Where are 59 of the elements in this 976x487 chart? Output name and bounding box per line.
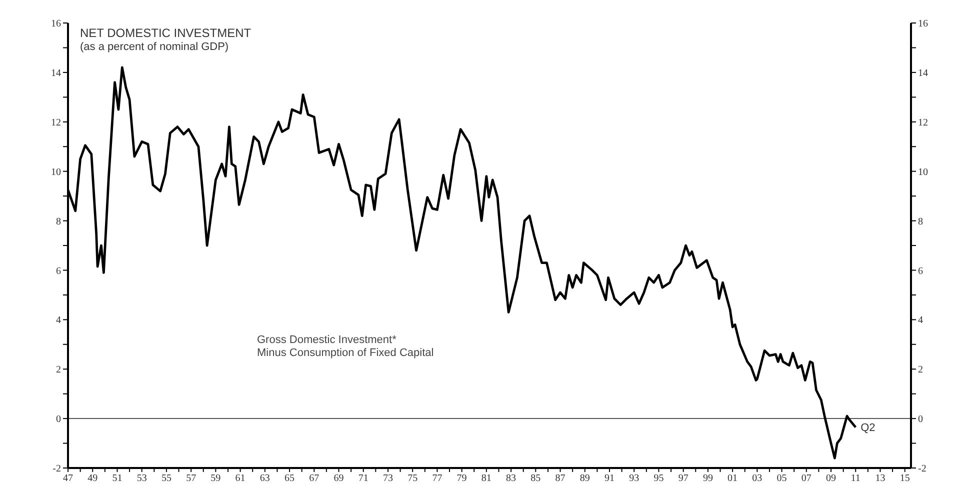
y-tick-label: 12: [51, 117, 61, 128]
y2-tick-label: 12: [918, 117, 928, 128]
y2-tick-label: 10: [918, 166, 928, 178]
y-tick-label: 6: [56, 266, 61, 277]
y-tick-label: 8: [56, 216, 61, 228]
x-tick-label: 05: [776, 473, 787, 484]
y-tick-label: 2: [56, 364, 61, 376]
x-tick-label: 77: [432, 473, 442, 484]
y-tick-label: 10: [51, 166, 61, 178]
x-tick-label: 01: [728, 473, 738, 484]
y2-tick-label: 2: [918, 364, 923, 376]
x-tick-label: 57: [186, 473, 196, 484]
x-tick-label: 03: [752, 473, 762, 484]
y2-tick-label: -2: [918, 464, 926, 475]
annotation: Q2: [860, 422, 876, 434]
x-tick-label: 15: [900, 473, 910, 484]
x-tick-label: 95: [654, 473, 664, 484]
y-tick-label: 4: [56, 315, 61, 326]
y2-tick-label: 14: [918, 68, 928, 79]
x-tick-label: 55: [161, 473, 172, 484]
x-tick-label: 09: [826, 473, 836, 484]
x-tick-label: 65: [284, 473, 295, 484]
x-tick-label: 11: [850, 473, 860, 484]
x-tick-label: 71: [358, 473, 368, 484]
x-tick-label: 69: [334, 473, 344, 484]
x-tick-label: 83: [506, 473, 516, 484]
x-tick-label: 79: [456, 473, 467, 484]
x-tick-label: 93: [629, 473, 640, 484]
x-tick-label: 73: [382, 473, 393, 484]
x-tick-label: 61: [235, 473, 246, 484]
x-tick-label: 85: [530, 473, 541, 484]
x-tick-label: 07: [801, 473, 812, 484]
x-tick-label: 59: [210, 473, 221, 484]
x-tick-label: 97: [678, 473, 688, 484]
x-tick-label: 63: [260, 473, 270, 484]
x-tick-label: 51: [112, 473, 122, 484]
annotation: Gross Domestic Investment* Minus Consumption of Fixed Capital: [257, 334, 434, 360]
y2-tick-label: 16: [918, 18, 928, 30]
x-tick-label: 75: [408, 473, 418, 484]
y-tick-label: 0: [56, 414, 61, 426]
x-tick-label: 89: [580, 473, 590, 484]
x-tick-label: 47: [63, 473, 73, 484]
x-tick-label: 13: [875, 473, 886, 484]
y-tick-label: 16: [51, 18, 61, 30]
x-tick-label: 67: [309, 473, 320, 484]
x-tick-label: 81: [481, 473, 492, 484]
x-tick-label: 91: [604, 473, 614, 484]
y2-tick-label: 4: [918, 315, 923, 326]
y2-tick-label: 6: [918, 266, 923, 277]
x-tick-label: 87: [555, 473, 566, 484]
x-tick-label: 49: [88, 473, 98, 484]
y-tick-label: -2: [52, 464, 61, 475]
x-tick-label: 99: [702, 473, 713, 484]
y2-tick-label: 8: [918, 216, 923, 228]
y-tick-label: 14: [51, 68, 61, 79]
chart-title: NET DOMESTIC INVESTMENT: [80, 26, 252, 40]
text: (as a percent of nominal GDP): [80, 40, 230, 54]
y2-tick-label: 0: [918, 414, 923, 426]
x-tick-label: 53: [136, 473, 147, 484]
